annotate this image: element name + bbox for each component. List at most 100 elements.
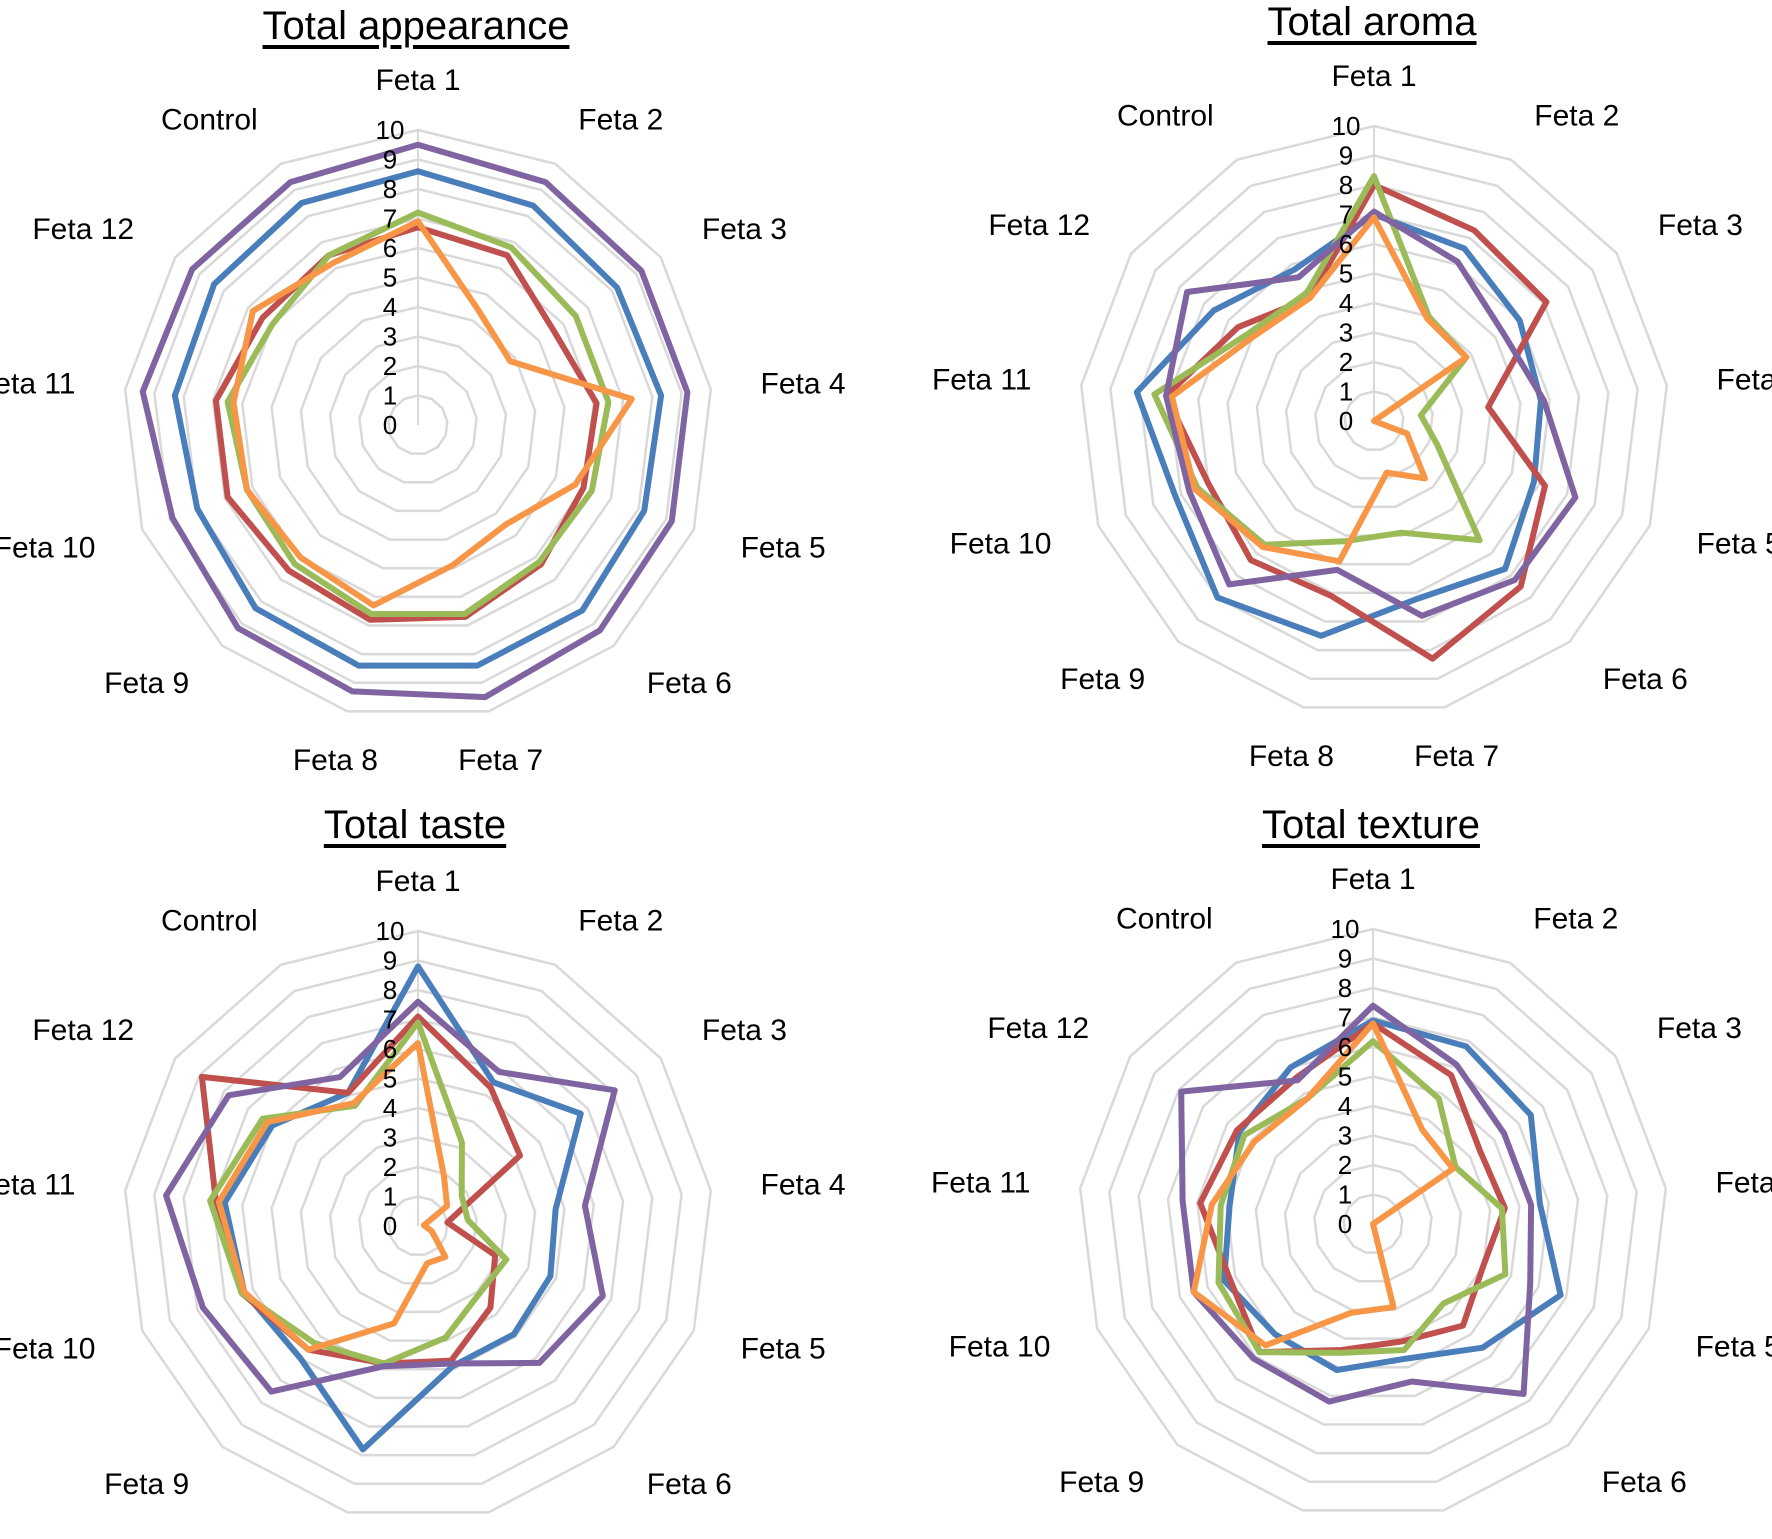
axis-label: Feta 4 <box>761 367 846 400</box>
axis-label: Feta 1 <box>375 64 460 97</box>
grid-ring <box>1313 1163 1433 1283</box>
series-line-3 <box>207 1019 510 1367</box>
axis-label: Feta 8 <box>1249 740 1334 773</box>
tick-label: 5 <box>383 1064 397 1094</box>
axis-label: Control <box>1116 903 1213 936</box>
tick-label: 6 <box>383 233 397 263</box>
grid-ring <box>211 217 625 627</box>
tick-label: 5 <box>1339 259 1353 289</box>
axis-label: Feta 3 <box>1658 209 1743 242</box>
series-line-5 <box>1168 214 1470 565</box>
tick-label: 5 <box>1338 1062 1352 1092</box>
grid-ring <box>1196 1045 1550 1398</box>
tick-label: 1 <box>383 381 397 411</box>
tick-label: 3 <box>383 322 397 352</box>
tick-label: 1 <box>1338 1180 1352 1210</box>
axis-label: Feta 9 <box>104 667 189 700</box>
tick-label: 8 <box>383 174 397 204</box>
tick-label: 6 <box>383 1034 397 1064</box>
series-line-2 <box>212 224 600 623</box>
tick-label: 1 <box>1339 377 1353 407</box>
series-line-1 <box>171 168 665 669</box>
series-line-3 <box>1151 173 1483 548</box>
grid-ring <box>1078 927 1668 1512</box>
grid-ring <box>1138 183 1610 652</box>
axis-label: Feta 2 <box>578 905 663 938</box>
grid-ring <box>1137 986 1609 1455</box>
series-line-3 <box>1215 1038 1509 1356</box>
tick-label: 9 <box>383 145 397 175</box>
axis-label: Feta 4 <box>1717 363 1772 396</box>
axis-label: Feta 12 <box>32 213 134 246</box>
tick-label: 2 <box>1339 347 1353 377</box>
axis-label: Feta 9 <box>1060 663 1145 696</box>
series-line-4 <box>1178 1002 1535 1405</box>
series-line-5 <box>215 1040 451 1353</box>
tick-label: 0 <box>383 410 397 440</box>
grid-ring <box>1226 272 1522 566</box>
axis-label: Feta 2 <box>578 104 663 137</box>
tick-label: 9 <box>1338 944 1352 974</box>
axis-label: Feta 3 <box>702 1014 787 1047</box>
tick-label: 9 <box>1339 141 1353 171</box>
axis-label: Control <box>1117 100 1214 133</box>
tick-label: 10 <box>1331 914 1360 944</box>
axis-label: Feta 3 <box>1657 1012 1742 1045</box>
axis-label: Feta 5 <box>1696 1330 1772 1363</box>
grid-ring <box>123 128 713 713</box>
grid-ring <box>1079 124 1669 709</box>
axis-label: Feta 11 <box>0 1168 76 1201</box>
series-line-2 <box>1163 182 1550 662</box>
tick-label: 7 <box>1339 200 1353 230</box>
axis-label: Feta 4 <box>761 1168 846 1201</box>
series-line-5 <box>1190 1020 1457 1349</box>
axis-label: Feta 10 <box>0 531 95 564</box>
axis-label: Feta 11 <box>932 363 1032 396</box>
title-aroma: Total aroma <box>1267 0 1477 44</box>
title-texture: Total texture <box>1262 803 1480 847</box>
axis-label: Feta 7 <box>1414 740 1499 773</box>
axis-label: Feta 7 <box>458 744 543 777</box>
series-line-4 <box>139 141 691 701</box>
grid-ring <box>1166 1016 1580 1426</box>
tick-label: 1 <box>383 1182 397 1212</box>
tick-label: 3 <box>383 1123 397 1153</box>
grid-ring <box>328 335 508 513</box>
axis-label: Feta 6 <box>647 1468 732 1501</box>
axis-label: Feta 4 <box>1716 1166 1772 1199</box>
grid-ring <box>1109 154 1639 681</box>
axis-label: Feta 1 <box>1330 863 1415 896</box>
grid-ring <box>182 187 654 656</box>
axis-label: Feta 6 <box>647 667 732 700</box>
tick-label: 0 <box>383 1211 397 1241</box>
tick-label: 4 <box>1339 288 1353 318</box>
series-line-1 <box>221 963 584 1453</box>
tick-label: 6 <box>1339 229 1353 259</box>
tick-label: 8 <box>1338 973 1352 1003</box>
grid-ring <box>1314 360 1434 480</box>
tick-label: 3 <box>1338 1121 1352 1151</box>
series-line-2 <box>1197 1020 1508 1356</box>
series-line-1 <box>1221 1017 1564 1374</box>
tick-label: 4 <box>1338 1091 1352 1121</box>
axis-label: Feta 6 <box>1603 663 1688 696</box>
axis-label: Feta 1 <box>1331 60 1416 93</box>
tick-label: 7 <box>383 1005 397 1035</box>
tick-label: 10 <box>1332 111 1361 141</box>
axis-label: Feta 12 <box>987 1012 1089 1045</box>
axis-label: Feta 9 <box>1059 1466 1144 1499</box>
title-appearance: Total appearance <box>262 4 570 48</box>
grid-ring <box>358 364 478 484</box>
grid-ring <box>387 394 449 455</box>
grid-ring <box>270 276 566 570</box>
tick-label: 2 <box>1338 1150 1352 1180</box>
tick-label: 7 <box>1338 1003 1352 1033</box>
series-line-4 <box>163 998 618 1395</box>
axis-label: Feta 5 <box>741 1332 826 1365</box>
grid-ring <box>211 1018 625 1428</box>
tick-label: 6 <box>1338 1032 1352 1062</box>
